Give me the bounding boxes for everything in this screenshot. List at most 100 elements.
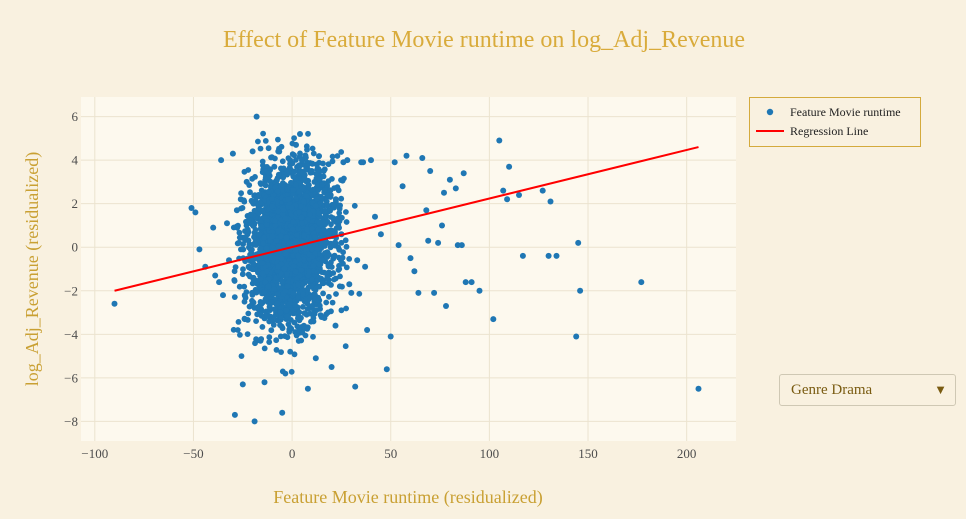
scatter-point (240, 266, 246, 273)
scatter-point (348, 289, 355, 296)
scatter-point (468, 279, 475, 286)
scatter-point (288, 204, 295, 211)
scatter-point (249, 148, 256, 155)
scatter-point (351, 202, 358, 209)
scatter-point (296, 188, 303, 195)
scatter-point (256, 231, 263, 238)
scatter-point (269, 229, 276, 235)
scatter-point (293, 181, 299, 188)
scatter-point (304, 226, 310, 233)
scatter-point (224, 220, 230, 227)
scatter-point (368, 157, 374, 164)
scatter-point (259, 300, 265, 306)
scatter-point (364, 327, 371, 333)
scatter-point (279, 158, 286, 165)
scatter-point (577, 287, 584, 294)
scatter-point (299, 220, 305, 227)
legend[interactable]: Feature Movie runtime Regression Line (749, 97, 921, 147)
scatter-point (338, 239, 345, 246)
scatter-point (258, 223, 265, 230)
scatter-point (218, 157, 225, 164)
scatter-point (274, 291, 281, 297)
scatter-point (306, 182, 312, 189)
scatter-point (301, 172, 308, 179)
scatter-point (336, 246, 343, 253)
scatter-point (267, 178, 274, 185)
scatter-point (295, 327, 302, 334)
scatter-point (196, 246, 203, 253)
scatter-point (310, 333, 316, 340)
scatter-point (243, 178, 250, 185)
x-axis-title: Feature Movie runtime (residualized) (273, 487, 542, 508)
scatter-point (295, 338, 302, 344)
scatter-point (334, 153, 341, 159)
scatter-point (236, 234, 243, 241)
scatter-point (263, 253, 269, 260)
scatter-point (343, 209, 349, 215)
genre-dropdown[interactable]: Genre Drama ▼ (779, 374, 956, 406)
scatter-point (293, 232, 300, 238)
scatter-point (328, 282, 334, 288)
scatter-point (274, 177, 280, 184)
scatter-point (231, 294, 238, 300)
scatter-point (323, 213, 330, 220)
scatter-point (446, 176, 453, 183)
scatter-point (220, 292, 226, 299)
scatter-point (295, 294, 301, 301)
scatter-point (284, 261, 291, 268)
scatter-point (298, 203, 304, 210)
scatter-point (241, 298, 248, 305)
scatter-point (242, 234, 249, 241)
scatter-point (231, 411, 238, 418)
scatter-point (282, 288, 289, 294)
scatter-point (280, 207, 287, 213)
scatter-point (435, 239, 442, 246)
scatter-point (246, 216, 252, 223)
scatter-point (316, 219, 323, 226)
scatter-point (253, 289, 260, 296)
scatter-point (320, 290, 326, 297)
scatter-point (338, 149, 345, 155)
scatter-point (304, 146, 310, 153)
y-tick-label: 0 (72, 240, 79, 255)
scatter-point (259, 324, 266, 330)
scatter-point (326, 251, 332, 258)
scatter-point (237, 332, 243, 338)
scatter-point (291, 135, 297, 142)
plot-area (81, 97, 736, 441)
scatter-point (293, 141, 299, 148)
scatter-point (307, 310, 314, 317)
scatter-point (280, 174, 287, 181)
scatter-point (273, 347, 280, 353)
scatter-point (245, 310, 252, 317)
scatter-point (325, 161, 332, 168)
scatter-point (251, 305, 258, 311)
scatter-point (241, 316, 248, 323)
scatter-point (343, 243, 350, 250)
scatter-point (306, 294, 313, 301)
scatter-point (266, 334, 273, 341)
scatter-point (111, 300, 118, 307)
scatter-point (261, 379, 268, 386)
scatter-point (298, 214, 305, 221)
scatter-point (325, 263, 332, 270)
scatter-point (316, 261, 323, 268)
scatter-point (265, 188, 272, 195)
scatter-point (324, 274, 331, 281)
scatter-point (232, 264, 239, 270)
scatter-point (242, 293, 248, 299)
scatter-point (278, 314, 284, 320)
scatter-point (305, 130, 311, 137)
y-tick-label: 6 (72, 109, 79, 124)
scatter-point (460, 170, 467, 177)
scatter-point (278, 255, 285, 262)
scatter-point (279, 278, 285, 285)
scatter-point (250, 261, 257, 268)
scatter-point (290, 263, 297, 269)
scatter-point (346, 281, 353, 288)
scatter-point (292, 301, 298, 308)
y-tick-label: −2 (64, 283, 78, 298)
scatter-point (319, 181, 326, 188)
scatter-point (304, 326, 311, 332)
scatter-point (233, 207, 240, 214)
